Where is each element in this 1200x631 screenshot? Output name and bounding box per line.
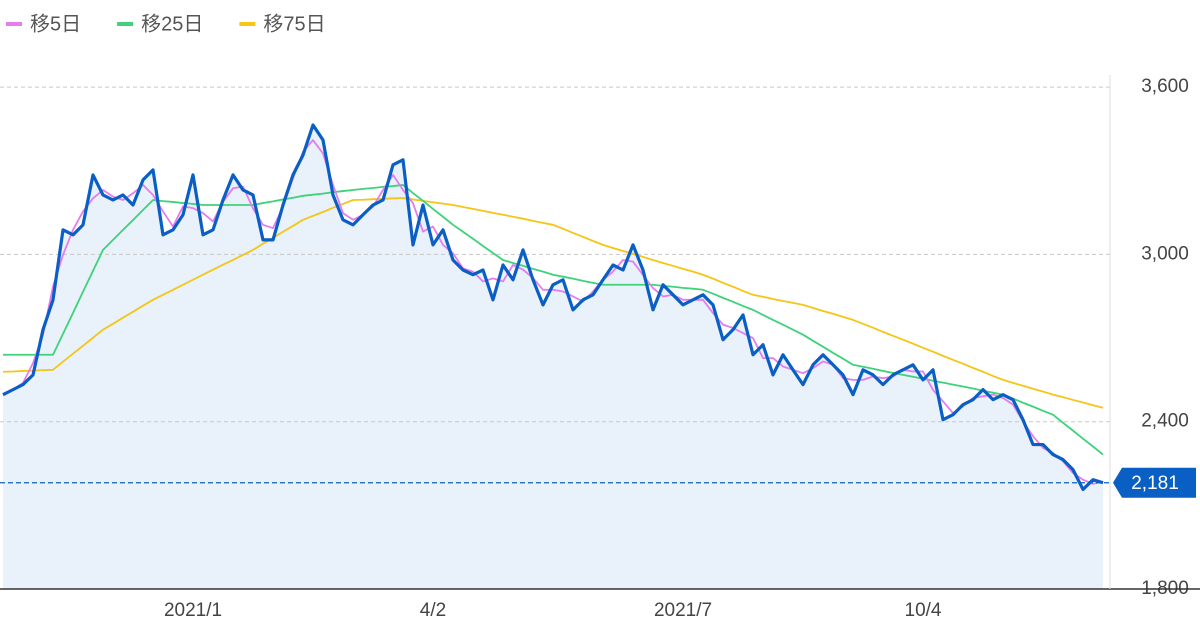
price-line [2, 123, 1104, 492]
y-tick-label: 3,000 [1141, 243, 1189, 264]
y-tick-label: 3,600 [1141, 76, 1189, 97]
legend-label: 移5日 [30, 12, 81, 35]
moving-average-line [2, 197, 1104, 409]
current-price-label: 2,181 [1131, 473, 1179, 494]
current-price-box [1113, 467, 1196, 498]
price-area [3, 124, 1103, 590]
legend-label: 移25日 [141, 12, 203, 35]
x-tick-label: 2021/1 [164, 600, 222, 621]
x-tick-label: 10/4 [905, 600, 942, 621]
x-tick-label: 4/2 [420, 600, 446, 621]
legend-label: 移75日 [263, 12, 325, 35]
y-tick-label: 2,400 [1141, 411, 1189, 432]
x-tick-label: 2021/7 [654, 600, 712, 621]
